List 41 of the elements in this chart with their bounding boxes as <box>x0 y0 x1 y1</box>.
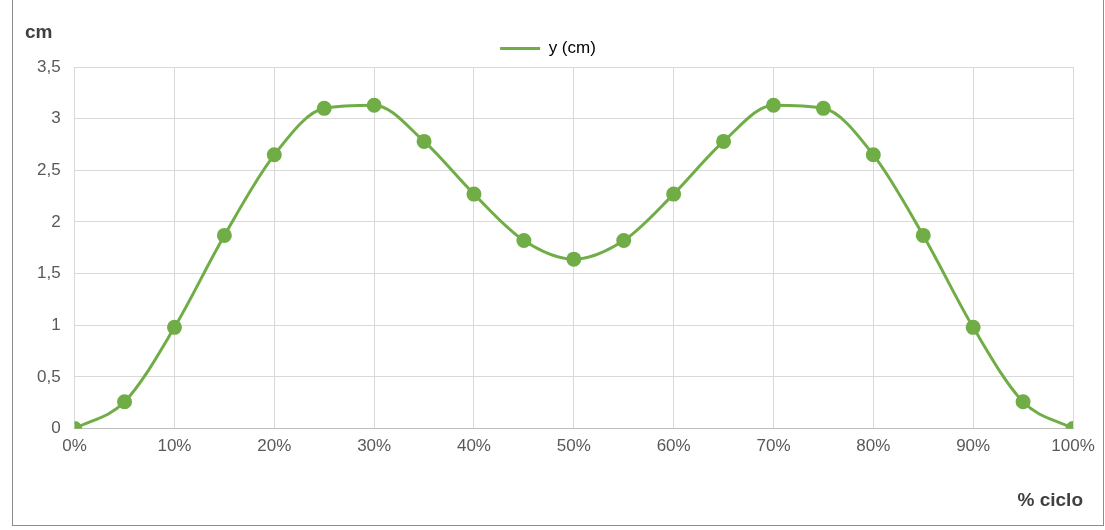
x-tick-label: 60% <box>656 436 691 456</box>
point <box>466 186 482 202</box>
x-tick-label: 40% <box>456 436 491 456</box>
point <box>616 233 632 249</box>
x-tick-label: 50% <box>556 436 591 456</box>
point <box>1015 394 1031 410</box>
x-tick-label: 70% <box>756 436 791 456</box>
x-axis-title: % ciclo <box>1017 488 1083 510</box>
point <box>666 186 682 202</box>
point <box>915 227 931 243</box>
point <box>117 394 133 410</box>
x-tick-label: 10% <box>157 436 192 456</box>
point <box>716 133 732 149</box>
x-tick-label: 100% <box>1051 436 1095 456</box>
point <box>316 100 332 116</box>
point <box>765 97 781 113</box>
x-tick-label: 0% <box>62 436 87 456</box>
y-axis-title: cm <box>25 21 53 43</box>
point <box>366 97 382 113</box>
y-tick-label: 1 <box>51 314 61 334</box>
point <box>216 227 232 243</box>
point <box>865 147 881 163</box>
x-tick-label: 90% <box>956 436 991 456</box>
point <box>965 319 981 335</box>
y-tick-label: 2 <box>51 211 61 231</box>
point <box>815 100 831 116</box>
y-tick-label: 0 <box>51 418 61 438</box>
point <box>166 319 182 335</box>
point <box>416 133 432 149</box>
x-tick-label: 20% <box>257 436 292 456</box>
point <box>266 147 282 163</box>
point <box>516 233 532 249</box>
y-tick-label: 1,5 <box>36 263 61 283</box>
y-tick-label: 3 <box>51 108 61 128</box>
y-tick-label: 3,5 <box>36 56 61 76</box>
y-tick-label: 0,5 <box>36 366 61 386</box>
point <box>566 251 582 267</box>
x-tick-label: 30% <box>357 436 392 456</box>
x-tick-label: 80% <box>856 436 891 456</box>
y-tick-label: 2,5 <box>36 160 61 179</box>
legend-label: y (cm) <box>548 38 596 58</box>
